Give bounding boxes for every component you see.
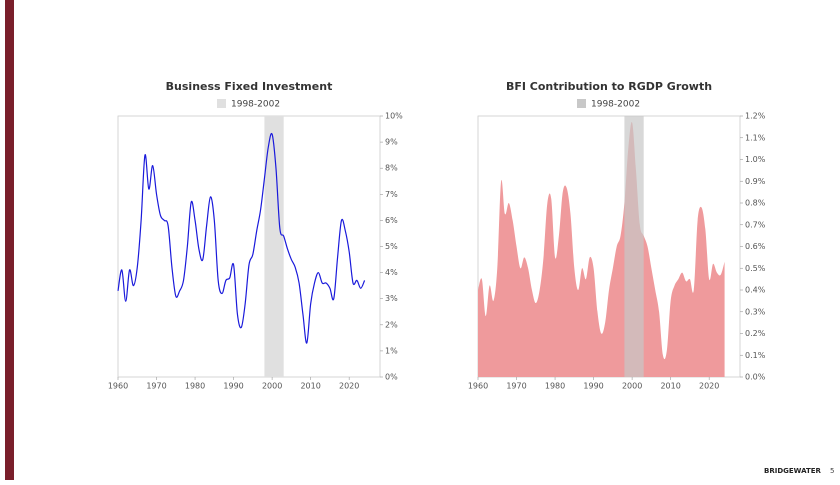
legend-label: 1998-2002: [231, 100, 280, 110]
plot-frame: [117, 115, 381, 378]
y-tick-label: 9%: [385, 138, 398, 147]
y-tick-label: 0.5%: [745, 264, 766, 273]
x-tick-label: 2020: [699, 382, 719, 391]
y-tick-label: 0.2%: [745, 329, 766, 338]
y-tick-label: 0.9%: [745, 177, 766, 186]
y-tick-label: 7%: [385, 190, 398, 199]
x-tick-label: 1990: [223, 382, 243, 391]
y-tick-label: 8%: [385, 164, 398, 173]
x-tick-label: 2010: [660, 382, 680, 391]
shade-band: [264, 116, 284, 377]
chart-title: Business Fixed Investment: [166, 80, 333, 93]
y-tick-label: 1%: [385, 346, 398, 355]
legend-swatch: [577, 99, 586, 108]
y-tick-label: 2%: [385, 320, 398, 329]
x-tick-label: 1960: [108, 382, 128, 391]
x-tick-label: 1980: [185, 382, 205, 391]
x-tick-label: 2010: [300, 382, 320, 391]
side-bar: [5, 0, 14, 480]
y-tick-label: 1.2%: [745, 112, 766, 121]
x-tick-label: 1970: [506, 382, 526, 391]
y-tick-label: 0.0%: [745, 373, 766, 382]
legend-label: 1998-2002: [591, 100, 640, 110]
brand: BRIDGEWATER: [764, 467, 822, 475]
x-tick-label: 2000: [262, 382, 282, 391]
y-tick-label: 0.8%: [745, 199, 766, 208]
shade-band: [624, 116, 644, 377]
y-tick-label: 3%: [385, 294, 398, 303]
y-tick-label: 0.7%: [745, 220, 766, 229]
x-tick-label: 1980: [545, 382, 565, 391]
x-tick-label: 2020: [339, 382, 359, 391]
legend-swatch: [217, 99, 226, 108]
y-tick-label: 1.1%: [745, 133, 766, 142]
y-tick-label: 4%: [385, 268, 398, 277]
area: [478, 122, 725, 377]
y-tick-label: 0.4%: [745, 286, 766, 295]
x-tick-label: 1970: [146, 382, 166, 391]
y-tick-label: 0.1%: [745, 351, 766, 360]
x-tick-label: 1990: [583, 382, 603, 391]
page-number: 5: [830, 467, 834, 475]
y-tick-label: 0.3%: [745, 307, 766, 316]
y-tick-label: 6%: [385, 216, 398, 225]
x-tick-label: 2000: [622, 382, 642, 391]
y-tick-label: 10%: [385, 112, 403, 121]
line: [117, 132, 366, 344]
x-tick-label: 1960: [468, 382, 488, 391]
y-tick-label: 5%: [385, 242, 398, 251]
chart-title: BFI Contribution to RGDP Growth: [506, 80, 712, 93]
y-tick-label: 0.6%: [745, 242, 766, 251]
y-tick-label: 1.0%: [745, 155, 766, 164]
y-tick-label: 0%: [385, 373, 398, 382]
